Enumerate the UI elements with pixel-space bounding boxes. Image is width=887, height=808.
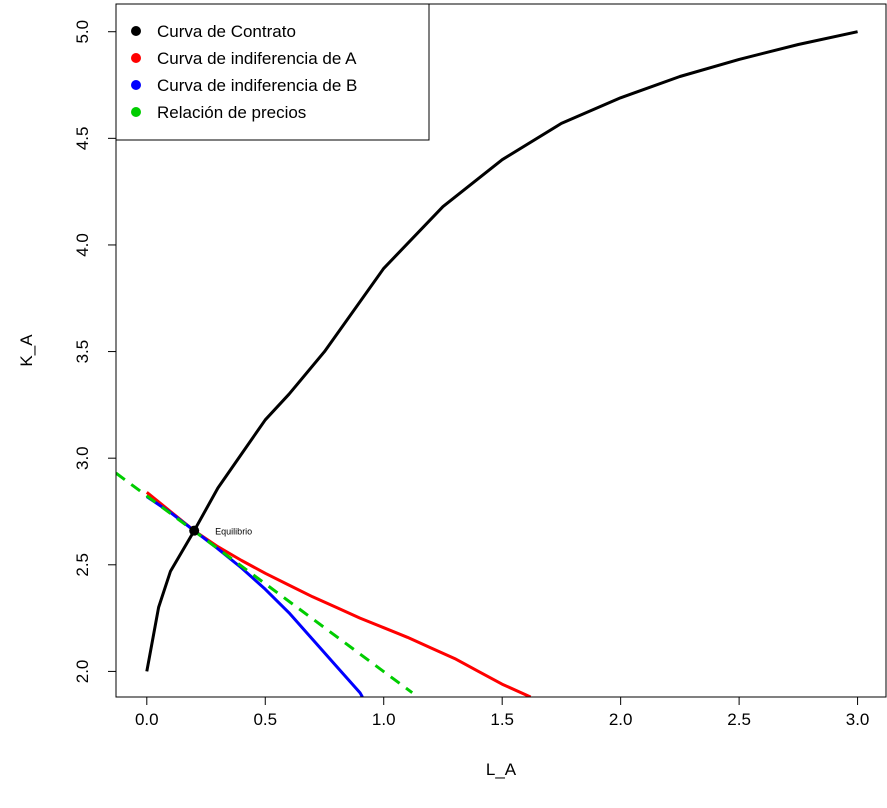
x-tick-label: 1.5 <box>490 710 514 729</box>
legend-marker <box>131 107 141 117</box>
y-tick-label: 4.5 <box>73 127 92 151</box>
legend-marker <box>131 26 141 36</box>
legend-box <box>115 3 430 141</box>
equilibrium-point <box>189 525 200 536</box>
y-tick-label: 2.0 <box>73 660 92 684</box>
x-tick-label: 2.5 <box>727 710 751 729</box>
data-layer: Equilibrio <box>116 30 858 697</box>
series-line-0 <box>145 30 858 672</box>
legend-label: Curva de indiferencia de B <box>157 76 357 95</box>
y-tick-label: 5.0 <box>73 20 92 44</box>
x-tick-label: 0.0 <box>135 710 159 729</box>
equilibrium-label: Equilibrio <box>215 527 252 537</box>
x-tick-label: 0.5 <box>253 710 277 729</box>
y-axis-title: K_A <box>17 334 36 367</box>
y-tick-label: 3.5 <box>73 340 92 364</box>
legend-label: Curva de Contrato <box>157 22 296 41</box>
legend-label: Relación de precios <box>157 103 306 122</box>
y-tick-label: 3.0 <box>73 446 92 470</box>
y-tick-label: 4.0 <box>73 233 92 257</box>
legend-label: Curva de indiferencia de A <box>157 49 357 68</box>
series-line-3 <box>116 471 414 694</box>
legend-marker <box>131 80 141 90</box>
x-tick-label: 1.0 <box>372 710 396 729</box>
x-axis-title: L_A <box>486 760 517 779</box>
plot-area <box>116 30 858 697</box>
x-tick-label: 2.0 <box>609 710 633 729</box>
y-tick-label: 2.5 <box>73 553 92 577</box>
legend: Curva de Contrato Curva de indiferencia d… <box>115 3 430 141</box>
legend-marker <box>131 53 141 63</box>
axes-layer: 0.0 0.5 1.0 1.5 2.0 2.5 3.0 2.0 2.5 3.0 3.5 4.0 4.5 5… <box>73 3 887 729</box>
series-line-1 <box>145 491 532 697</box>
series-line-2 <box>145 495 364 697</box>
x-tick-label: 3.0 <box>846 710 870 729</box>
